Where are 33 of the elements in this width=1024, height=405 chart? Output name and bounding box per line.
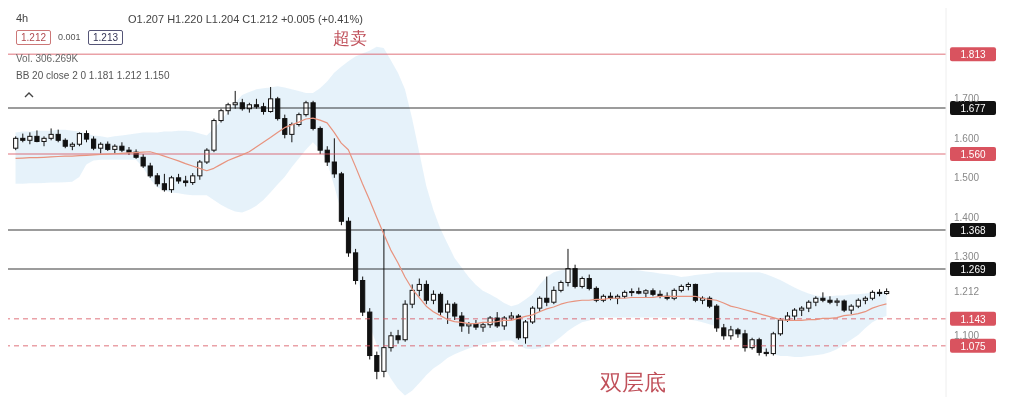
annotation: 超卖 <box>333 28 367 50</box>
candlestick <box>423 280 429 305</box>
candlestick <box>770 331 776 357</box>
annotation: 1.212 <box>16 30 52 45</box>
annotation: 1.213 <box>88 30 124 45</box>
candlestick <box>437 291 444 317</box>
candlestick <box>714 303 720 333</box>
y-tick-label: 1.400 <box>954 211 980 223</box>
ref-line-label: 1.677 <box>960 102 986 114</box>
candlestick <box>268 86 274 114</box>
candlestick <box>522 319 529 345</box>
annotation: 双层底 <box>600 369 666 397</box>
y-tick-label: 1.100 <box>954 330 980 342</box>
ref-line-label: 1.143 <box>960 313 986 325</box>
annotation: BB 20 close 2 0 1.181 1.212 1.150 <box>16 69 170 82</box>
ref-line-label: 1.269 <box>960 264 986 276</box>
annotation: O1.207 H1.220 L1.204 C1.212 +0.005 (+0.41%) <box>128 12 363 27</box>
y-tick-label: 1.300 <box>954 251 980 263</box>
y-tick-label: 1.500 <box>954 172 980 184</box>
candlestick <box>515 313 522 341</box>
y-tick-label: 1.212 <box>954 286 980 298</box>
annotation: 0.001 <box>58 32 81 44</box>
ref-line-label: 1.560 <box>960 149 986 161</box>
ref-line-label: 1.075 <box>960 340 986 352</box>
candlestick <box>331 137 337 179</box>
annotation: Vol. 306.269K <box>16 52 79 65</box>
y-tick-label: 1.600 <box>954 132 980 144</box>
candlestick <box>275 96 281 122</box>
chart-title: 4h <box>16 12 29 24</box>
ref-line-label: 1.368 <box>960 224 986 236</box>
ref-line-label: 1.813 <box>960 49 986 61</box>
candlestick <box>324 145 330 167</box>
candlestick <box>445 299 451 325</box>
